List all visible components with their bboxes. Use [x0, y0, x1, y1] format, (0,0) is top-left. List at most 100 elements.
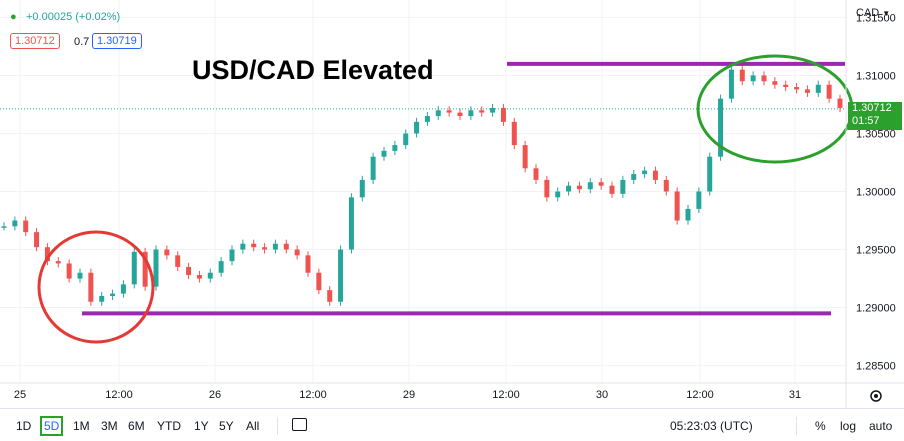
currency-selector[interactable]: CAD ▼: [856, 7, 890, 19]
chevron-down-icon: ▼: [882, 9, 891, 18]
range-1m[interactable]: 1M: [73, 419, 90, 433]
y-tick-label: 1.29000: [856, 303, 896, 315]
candle-body: [381, 150, 387, 157]
range-1d[interactable]: 1D: [16, 419, 32, 433]
candle-body: [674, 191, 680, 221]
candle-body: [403, 133, 409, 146]
candle-body: [66, 263, 72, 279]
candle-body: [424, 116, 430, 122]
candle-body: [251, 243, 257, 248]
grid: [0, 0, 846, 383]
candle-body: [23, 220, 29, 233]
candle-body: [685, 208, 691, 221]
candle-body: [772, 81, 778, 85]
candle-body: [522, 145, 528, 169]
candle-body: [207, 272, 213, 279]
price-change: +0.00025 (+0.02%): [26, 11, 121, 23]
candle-body: [479, 110, 485, 113]
candle-body: [728, 69, 734, 99]
candle-body: [262, 247, 268, 250]
candle-body: [707, 156, 713, 192]
x-tick-label: 12:00: [686, 389, 714, 401]
candle-body: [457, 112, 463, 117]
candle-body: [750, 75, 756, 82]
time-axis: 25 12:00 26 12:00 29 12:00 30 12:00 31: [14, 389, 801, 401]
range-6m[interactable]: 6M: [128, 419, 145, 433]
ask-button[interactable]: 1.30719: [92, 33, 142, 49]
utc-clock[interactable]: 05:23:03 (UTC): [670, 419, 753, 433]
range-5d[interactable]: 5D: [40, 416, 64, 436]
candle-body: [1, 226, 7, 228]
candle-body: [435, 110, 441, 117]
candle-body: [446, 110, 452, 113]
bottom-toolbar: 1D 5D 1M 3M 6M YTD 1Y 5Y All 05:23:03 (U…: [0, 408, 904, 441]
price-axis: 1.31500 1.31000 1.30500 1.30000 1.29500 1.290…: [856, 12, 896, 372]
annotation-title: USD/CAD Elevated: [192, 55, 434, 85]
price-chart[interactable]: 1.31500 1.31000 1.30500 1.30000 1.29500 1.290…: [0, 0, 904, 408]
candle-body: [294, 249, 300, 256]
candle-body: [110, 293, 116, 296]
candle-body: [153, 249, 159, 287]
candle-body: [718, 98, 724, 157]
x-tick-label: 26: [209, 389, 221, 401]
candle-body: [131, 251, 137, 285]
candle-body: [175, 255, 181, 267]
candle-body: [55, 261, 61, 264]
candle-body: [783, 84, 789, 88]
x-tick-label: 12:00: [492, 389, 520, 401]
candle-body: [316, 272, 322, 291]
auto-toggle[interactable]: auto: [869, 419, 893, 433]
candle-body: [283, 243, 289, 250]
candle-body: [631, 174, 637, 180]
range-1y[interactable]: 1Y: [194, 419, 209, 433]
date-range-icon[interactable]: [292, 418, 307, 431]
candle-body: [392, 145, 398, 151]
candle-body: [218, 261, 224, 273]
candle-body: [739, 69, 745, 82]
candle-body: [34, 232, 40, 248]
candle-body: [44, 247, 50, 262]
x-tick-label: 25: [14, 389, 26, 401]
candle-body: [663, 179, 669, 192]
spread-value: 0.7: [74, 36, 90, 48]
candle-body: [804, 89, 810, 93]
settings-gear-icon[interactable]: [870, 390, 882, 402]
candle-body: [120, 284, 126, 294]
y-tick-label: 1.31000: [856, 70, 896, 82]
candle-body: [555, 191, 561, 198]
candle-body: [77, 272, 83, 279]
candle-body: [761, 75, 767, 82]
current-price-value: 1.30712: [852, 101, 892, 114]
candle-body: [598, 182, 604, 186]
candle-body: [609, 185, 615, 194]
range-separator: [277, 417, 278, 435]
candle-body: [305, 255, 311, 273]
candle-body: [196, 275, 202, 279]
candle-body: [815, 84, 821, 93]
price-series: [1, 65, 843, 306]
candle-body: [794, 87, 800, 90]
candle-body: [88, 272, 94, 302]
candle-body: [164, 249, 170, 256]
y-tick-label: 1.28500: [856, 361, 896, 373]
candle-body: [186, 266, 192, 276]
candle-body: [837, 98, 843, 108]
bid-button[interactable]: 1.30712: [10, 33, 60, 49]
candle-body: [99, 295, 105, 302]
candle-body: [240, 243, 246, 250]
candle-body: [338, 249, 344, 302]
x-tick-label: 31: [789, 389, 801, 401]
x-tick-label: 12:00: [105, 389, 133, 401]
range-all[interactable]: All: [246, 419, 260, 433]
y-tick-label: 1.30000: [856, 187, 896, 199]
candle-body: [511, 121, 517, 146]
axis-separator: [796, 417, 797, 435]
candle-body: [826, 84, 832, 99]
log-toggle[interactable]: log: [840, 419, 857, 433]
candle-body: [142, 251, 148, 287]
range-5y[interactable]: 5Y: [219, 419, 234, 433]
range-3m[interactable]: 3M: [101, 419, 118, 433]
current-price-tag: 1.30712 01:57: [848, 101, 902, 130]
percent-toggle[interactable]: %: [815, 419, 826, 433]
range-ytd[interactable]: YTD: [157, 419, 181, 433]
